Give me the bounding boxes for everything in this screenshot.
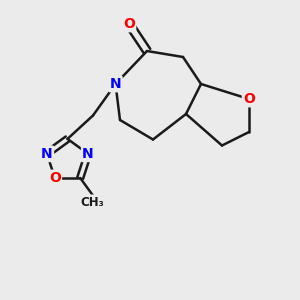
Text: N: N: [110, 77, 121, 91]
Text: O: O: [243, 92, 255, 106]
Text: CH₃: CH₃: [80, 196, 104, 209]
Text: O: O: [49, 171, 61, 185]
Text: N: N: [41, 147, 53, 161]
Text: O: O: [123, 17, 135, 31]
Text: N: N: [82, 147, 94, 161]
